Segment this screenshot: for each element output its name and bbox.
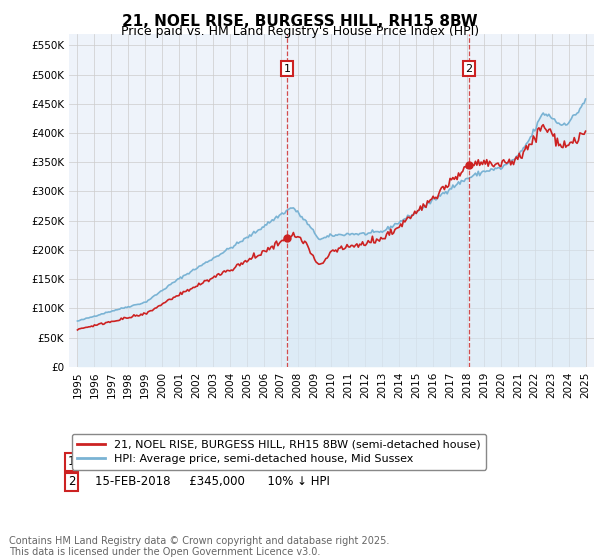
Text: Contains HM Land Registry data © Crown copyright and database right 2025.
This d: Contains HM Land Registry data © Crown c… — [9, 535, 389, 557]
Legend: 21, NOEL RISE, BURGESS HILL, RH15 8BW (semi-detached house), HPI: Average price,: 21, NOEL RISE, BURGESS HILL, RH15 8BW (s… — [72, 434, 487, 469]
Text: 15-FEB-2018     £345,000      10% ↓ HPI: 15-FEB-2018 £345,000 10% ↓ HPI — [95, 475, 330, 488]
Text: 2: 2 — [466, 64, 473, 74]
Text: 2: 2 — [68, 475, 76, 488]
Text: 21-MAY-2007     £219,950      17% ↓ HPI: 21-MAY-2007 £219,950 17% ↓ HPI — [95, 455, 332, 468]
Text: Price paid vs. HM Land Registry's House Price Index (HPI): Price paid vs. HM Land Registry's House … — [121, 25, 479, 38]
Text: 21, NOEL RISE, BURGESS HILL, RH15 8BW: 21, NOEL RISE, BURGESS HILL, RH15 8BW — [122, 14, 478, 29]
Text: 1: 1 — [68, 455, 76, 468]
Text: 1: 1 — [284, 64, 290, 74]
